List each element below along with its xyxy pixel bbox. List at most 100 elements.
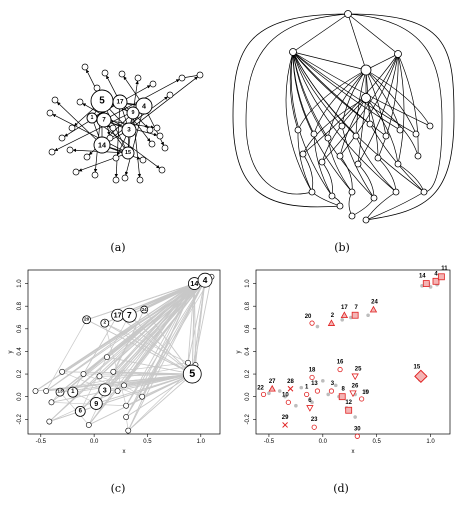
graph-a-small-node xyxy=(146,126,154,134)
graph-b-node xyxy=(370,194,378,202)
graph-a-arrow xyxy=(114,108,120,178)
plot-d-point-label: 4 xyxy=(434,271,438,277)
panel-d: -0.5 0.0 0.5 1.0 -0.2 0.0 0.2 0.4 0.6 0.8 1.0 x y 14 4… xyxy=(230,262,461,472)
plot-c-node xyxy=(74,405,86,417)
plot-c-node-label: 7 xyxy=(127,310,132,320)
plot-c-node xyxy=(100,318,110,328)
graph-b-edge xyxy=(292,51,367,71)
graph-b-edge xyxy=(313,69,367,135)
graph-b-node xyxy=(336,152,344,160)
graph-b-node xyxy=(426,122,434,130)
graph-b-node xyxy=(328,192,336,200)
plot_d-ylabel: y xyxy=(236,351,242,354)
plot-d-marker xyxy=(309,374,315,381)
plot-c-node xyxy=(32,388,39,394)
plot-c-edge xyxy=(79,356,108,412)
graph-a-small-node xyxy=(161,144,169,152)
graph-b-edge xyxy=(292,51,431,127)
plot-d-point-label: 15 xyxy=(414,364,421,370)
plot-d-marker xyxy=(327,319,336,326)
plot-d-grey-point xyxy=(326,392,331,397)
plot_c-xtick-label: -0.5 xyxy=(36,439,47,445)
graph-b-edge xyxy=(347,13,367,71)
graph-b-node xyxy=(362,216,370,224)
plot-d-marker xyxy=(311,424,317,430)
plot-d-marker xyxy=(304,391,310,398)
plot-d-marker xyxy=(337,366,343,373)
graph-a-small-node xyxy=(72,168,80,176)
plot-d-grey-point xyxy=(428,285,433,289)
graph-b-edge xyxy=(369,123,425,193)
plot_d-ytick-label: 0.4 xyxy=(245,347,251,356)
plot-c-edge xyxy=(113,362,189,373)
plot_d-xtick-label: -0.5 xyxy=(264,439,275,445)
plot-d-grey-point xyxy=(283,394,287,399)
plot-c-node xyxy=(67,386,79,398)
graph-a-small-node xyxy=(81,63,89,71)
plot-d-point-label: 10 xyxy=(282,392,289,398)
plot-d-marker xyxy=(282,422,288,428)
plot-d-point-label: 1 xyxy=(305,384,309,390)
graph-b-node xyxy=(348,212,356,220)
graph-a-small-node xyxy=(153,124,161,132)
plot-c-edge xyxy=(113,279,206,373)
graph-a-small-node xyxy=(58,134,66,142)
graph-b-edge xyxy=(397,53,420,157)
plot-d-marker xyxy=(268,384,276,392)
graph-b-edge xyxy=(311,191,341,207)
graph-a-small-node xyxy=(101,69,109,77)
plot-d-marker xyxy=(351,373,359,381)
plot-d-point-label: 19 xyxy=(362,390,369,396)
graph-b-node xyxy=(414,152,422,160)
graph-a-node xyxy=(96,112,112,128)
graph-a-small-node xyxy=(118,70,126,78)
graph-a-node xyxy=(135,97,153,115)
graph-b-node xyxy=(382,132,390,140)
plot-d-point-label: 3 xyxy=(331,381,335,387)
graph-a-arrow xyxy=(124,113,143,176)
graph-b-node xyxy=(324,134,332,142)
caption-d: (d) xyxy=(333,482,349,495)
plot_d-ytick-label: -0.2 xyxy=(245,413,251,424)
plot-c-edge xyxy=(51,401,127,407)
plot_c-xtick-label: 1.0 xyxy=(197,439,206,445)
graph-b-node xyxy=(394,160,402,168)
graph-b-node xyxy=(361,93,371,103)
plot-d-grey-point xyxy=(267,391,271,396)
plot-c-edge xyxy=(59,391,90,426)
graph-b-edge xyxy=(339,155,354,193)
plot-c-node xyxy=(89,397,103,410)
plot-d-grey-point xyxy=(366,313,370,318)
plot_c-ytick-label: 0.8 xyxy=(17,301,23,310)
plot-c-node xyxy=(59,368,66,375)
graph-b-edge xyxy=(292,51,401,131)
plot-d-marker xyxy=(328,388,335,394)
plot-d-grey-point xyxy=(294,403,298,408)
plot-c-edge xyxy=(117,373,193,392)
plot-c-node xyxy=(114,388,121,394)
plot-d-marker xyxy=(351,311,359,319)
plot-d-marker xyxy=(354,433,360,439)
plot-d-marker xyxy=(285,399,291,405)
plot_c-frame xyxy=(27,269,221,435)
graph-a-small-node xyxy=(166,91,174,99)
plot-c-node xyxy=(43,388,50,394)
plot-c-node xyxy=(182,364,202,384)
graph-a-small-node xyxy=(136,176,144,184)
plot-d-marker xyxy=(432,277,440,285)
plot-d-grey-point xyxy=(349,315,353,320)
plot-c-node xyxy=(104,354,110,360)
plot-d-point-label: 12 xyxy=(345,400,352,406)
plot_c-ytick-label: 0.6 xyxy=(17,324,23,333)
graph-b-edge xyxy=(347,13,455,221)
plot-c-edge xyxy=(86,279,206,321)
graph-b-edge xyxy=(290,51,333,197)
graph-a-node xyxy=(93,136,111,154)
plot-d-marker xyxy=(345,406,353,414)
graph-b-node xyxy=(374,154,382,162)
graph-a-small-node xyxy=(68,124,76,132)
graph-b-edge xyxy=(313,133,333,197)
graph-b-node xyxy=(310,130,318,138)
graph-b-edge xyxy=(365,191,397,221)
plot-c-edge xyxy=(104,322,189,364)
